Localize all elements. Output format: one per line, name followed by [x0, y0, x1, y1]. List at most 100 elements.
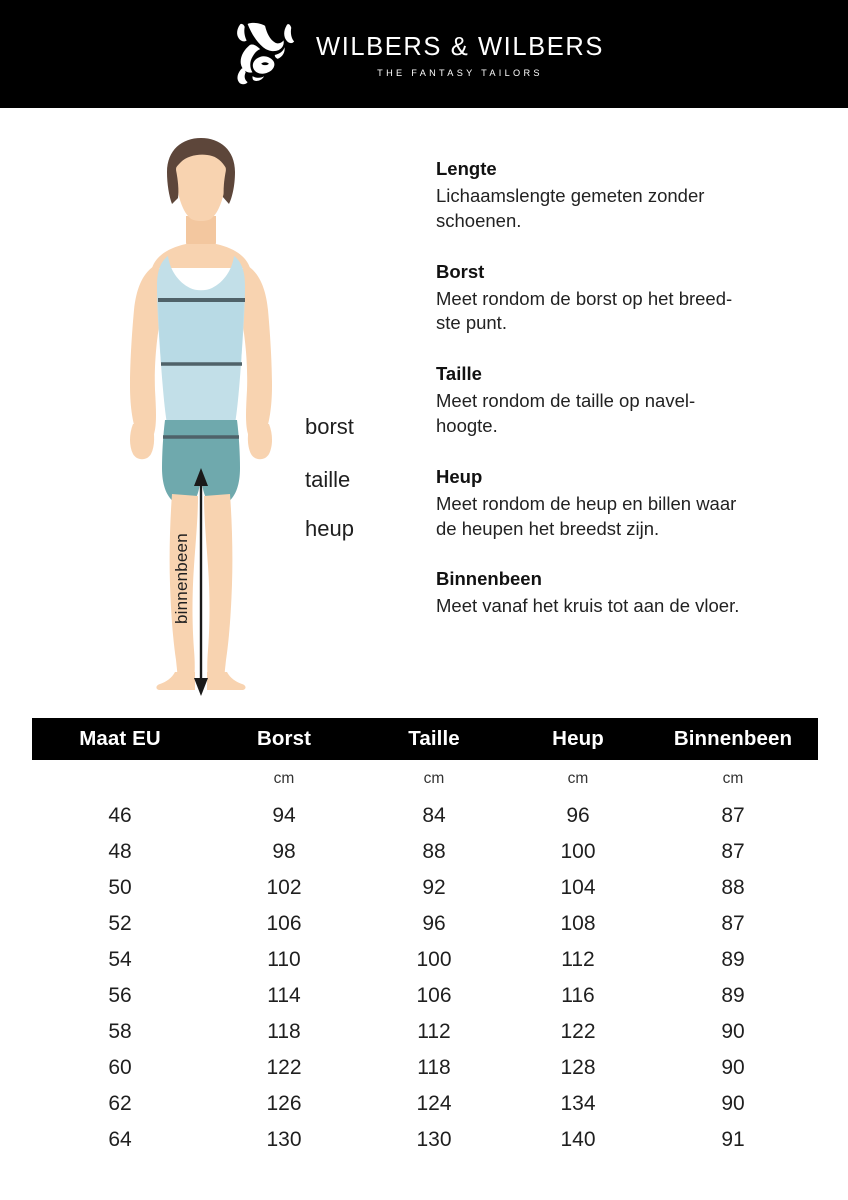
instruction-heup: Heup Meet rondom de heup en billen waar …: [436, 465, 826, 542]
label-binnenbeen: binnenbeen: [172, 533, 191, 624]
cell-heup: 140: [560, 1128, 596, 1151]
cell-maat-eu: 58: [108, 1020, 132, 1043]
cell-heup: 112: [561, 948, 595, 971]
column-header-maat-eu: Maat EU: [79, 727, 161, 750]
table-row: 48 98 88 100 87: [32, 834, 818, 870]
unit-borst: cm: [273, 770, 295, 787]
cell-borst: 118: [267, 1020, 301, 1043]
cell-taille: 118: [417, 1056, 451, 1079]
instruction-taille: Taille Meet rondom de taille op navel- h…: [436, 362, 826, 439]
hair-fringe: [174, 144, 228, 170]
site-header: WILBERS & WILBERS THE FANTASY TAILORS: [0, 0, 848, 108]
neck: [186, 216, 216, 252]
hand-right: [247, 424, 272, 460]
cell-borst: 122: [266, 1056, 302, 1079]
cell-maat-eu: 56: [108, 984, 132, 1007]
cell-binnenbeen: 90: [721, 1056, 745, 1079]
instruction-body: Meet vanaf het kruis tot aan de vloer.: [436, 595, 740, 617]
cell-maat-eu: 54: [108, 948, 132, 971]
cell-borst: 126: [266, 1092, 302, 1115]
cell-heup: 96: [566, 804, 590, 827]
cell-heup: 108: [560, 912, 596, 935]
table-row: 56 114 106 116 89: [32, 978, 818, 1014]
cell-taille: 106: [416, 984, 452, 1007]
instruction-title: Lengte: [436, 158, 497, 179]
table-row: 62 126 124 134 90: [32, 1086, 818, 1122]
cell-heup: 122: [560, 1020, 596, 1043]
cell-binnenbeen: 90: [721, 1092, 745, 1115]
cell-binnenbeen: 87: [721, 840, 745, 863]
cell-borst: 102: [266, 876, 302, 899]
hand-left: [130, 424, 155, 460]
brand-logo: WILBERS & WILBERS THE FANTASY TAILORS: [228, 22, 604, 86]
cell-heup: 116: [561, 984, 595, 1007]
instruction-body: Meet rondom de borst op het breed- ste p…: [436, 287, 733, 334]
leg-right: [204, 494, 233, 682]
table-row: 64 130 130 140 91: [32, 1122, 818, 1158]
table-row: 54 110 100 112 89: [32, 942, 818, 978]
column-header-heup: Heup: [552, 727, 604, 750]
table-row: 46 94 84 96 87: [32, 798, 818, 834]
cell-taille: 84: [422, 804, 446, 827]
instruction-title: Heup: [436, 465, 483, 487]
brand-text: WILBERS & WILBERS THE FANTASY TAILORS: [316, 30, 604, 78]
table-row: 52 106 96 108 87: [32, 906, 818, 942]
cell-borst: 106: [266, 912, 302, 935]
cell-taille: 100: [416, 948, 452, 971]
cell-maat-eu: 52: [108, 912, 132, 935]
table-row: 60 122 118 128 90: [32, 1050, 818, 1086]
shoulders: [152, 244, 250, 268]
cell-borst: 94: [272, 804, 296, 827]
cell-taille: 130: [416, 1128, 452, 1151]
cell-taille: 96: [422, 912, 446, 935]
shorts: [162, 420, 240, 506]
cell-taille: 124: [416, 1092, 452, 1115]
column-header-borst: Borst: [256, 727, 312, 750]
cell-borst: 110: [267, 948, 301, 971]
leg-left: [169, 494, 198, 682]
cell-binnenbeen: 89: [721, 948, 745, 971]
male-figure-svg: [130, 138, 272, 696]
table-header-row: Maat EU Borst Taille Heup Binnenbeen: [32, 718, 818, 760]
column-header-binnenbeen: Binnenbeen: [673, 727, 793, 750]
body-illustration: borst taille heup binnenbeen: [26, 124, 416, 704]
cell-heup: 104: [560, 876, 596, 899]
foot-left: [156, 672, 195, 690]
head: [176, 146, 226, 221]
sideburn-right: [223, 170, 231, 198]
cell-maat-eu: 62: [108, 1092, 132, 1115]
cell-taille: 92: [422, 876, 446, 899]
cell-borst: 98: [272, 840, 296, 863]
cell-binnenbeen: 88: [721, 876, 745, 899]
brand-name: WILBERS & WILBERS: [316, 33, 604, 62]
cell-binnenbeen: 87: [721, 912, 745, 935]
cell-taille: 112: [417, 1020, 451, 1043]
tank-top-shade: [158, 300, 244, 364]
cell-maat-eu: 50: [108, 876, 132, 899]
unit-taille: cm: [423, 770, 445, 787]
instruction-lengte: Lengte Lichaamslengte gemeten zonder sch…: [436, 157, 826, 234]
label-borst: borst: [305, 414, 354, 439]
table-row: 50 102 92 104 88: [32, 870, 818, 906]
inseam-arrow-head-bottom: [194, 678, 208, 696]
inseam-arrow-head-top: [194, 468, 208, 486]
size-table: Maat EU Borst Taille Heup Binnenbeen cm …: [32, 718, 818, 1158]
label-taille: taille: [305, 467, 351, 492]
cell-maat-eu: 64: [108, 1128, 132, 1151]
instruction-title: Borst: [436, 260, 485, 282]
table-row: 58 118 112 122 90: [32, 1014, 818, 1050]
unit-binnenbeen: cm: [722, 770, 744, 787]
instruction-body: Meet rondom de taille op navel- hoogte.: [436, 390, 696, 437]
cell-heup: 100: [560, 840, 596, 863]
label-heup: heup: [305, 516, 354, 541]
sideburn-left: [171, 170, 179, 198]
table-unit-row: cm cm cm cm: [32, 760, 818, 798]
cell-maat-eu: 48: [108, 840, 132, 863]
cell-binnenbeen: 90: [721, 1020, 745, 1043]
cell-heup: 134: [560, 1092, 596, 1115]
cell-borst: 114: [267, 984, 301, 1007]
column-header-taille: Taille: [408, 727, 460, 750]
instruction-borst: Borst Meet rondom de borst op het breed-…: [436, 260, 826, 337]
cell-maat-eu: 46: [108, 804, 132, 827]
instruction-body: Meet rondom de heup en billen waar de he…: [436, 492, 737, 539]
